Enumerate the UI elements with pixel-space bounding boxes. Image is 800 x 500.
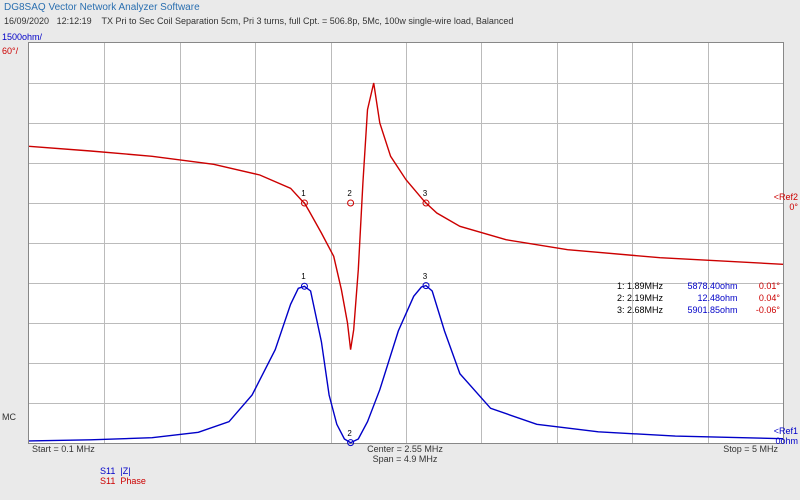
marker-phase: 0.04° (740, 292, 780, 304)
trace-canvas (29, 43, 783, 443)
marker-idx: 1: (610, 280, 624, 292)
marker-readout-row: 2: 2.19MHz 12.48ohm 0.04° (610, 292, 780, 304)
legend: S11 |Z| S11 Phase (100, 466, 146, 486)
marker-readout-row: 1: 1.89MHz 5878.40ohm 0.01° (610, 280, 780, 292)
x-center-label: Center = 2.55 MHz (367, 444, 443, 454)
date-label: 16/09/2020 (4, 16, 49, 26)
marker-number: 3 (423, 272, 427, 281)
header-info: 16/09/2020 12:12:19 TX Pri to Sec Coil S… (4, 16, 513, 26)
y-axis-left-scale-1: 1500ohm/ (0, 32, 42, 42)
measurement-description: TX Pri to Sec Coil Separation 5cm, Pri 3… (101, 16, 513, 26)
mc-indicator: MC (2, 412, 16, 422)
y-axis-right-ref1: <Ref1 (774, 426, 800, 436)
marker-number: 1 (301, 189, 305, 198)
app-title: DG8SAQ Vector Network Analyzer Software (4, 2, 200, 13)
plot-area (28, 42, 784, 444)
legend-s11-2: S11 (100, 476, 115, 486)
phase-marker (348, 200, 354, 206)
marker-number: 1 (301, 272, 305, 281)
legend-s11-1: S11 (100, 466, 115, 476)
marker-impedance: 5901.85ohm (677, 304, 737, 316)
x-stop-label: Stop = 5 MHz (723, 444, 778, 454)
marker-idx: 3: (610, 304, 624, 316)
marker-number: 2 (347, 429, 351, 438)
marker-freq: 2.19MHz (627, 292, 675, 304)
marker-readout-row: 3: 2.68MHz 5901.85ohm -0.06° (610, 304, 780, 316)
y-axis-right-ref2: <Ref2 (774, 192, 800, 202)
marker-freq: 2.68MHz (627, 304, 675, 316)
y-axis-left-scale-2: 60°/ (0, 46, 18, 56)
marker-freq: 1.89MHz (627, 280, 675, 292)
x-span-label: Span = 4.9 MHz (373, 454, 438, 464)
marker-phase: -0.06° (740, 304, 780, 316)
marker-idx: 2: (610, 292, 624, 304)
y-axis-right-ref2-val: 0° (789, 202, 800, 212)
legend-trace-2: Phase (120, 476, 146, 486)
marker-readout-box: 1: 1.89MHz 5878.40ohm 0.01°2: 2.19MHz 12… (610, 280, 780, 316)
marker-number: 2 (347, 189, 351, 198)
marker-phase: 0.01° (740, 280, 780, 292)
legend-trace-1: |Z| (120, 466, 130, 476)
marker-number: 3 (423, 189, 427, 198)
time-label: 12:12:19 (57, 16, 92, 26)
marker-impedance: 5878.40ohm (677, 280, 737, 292)
marker-impedance: 12.48ohm (677, 292, 737, 304)
